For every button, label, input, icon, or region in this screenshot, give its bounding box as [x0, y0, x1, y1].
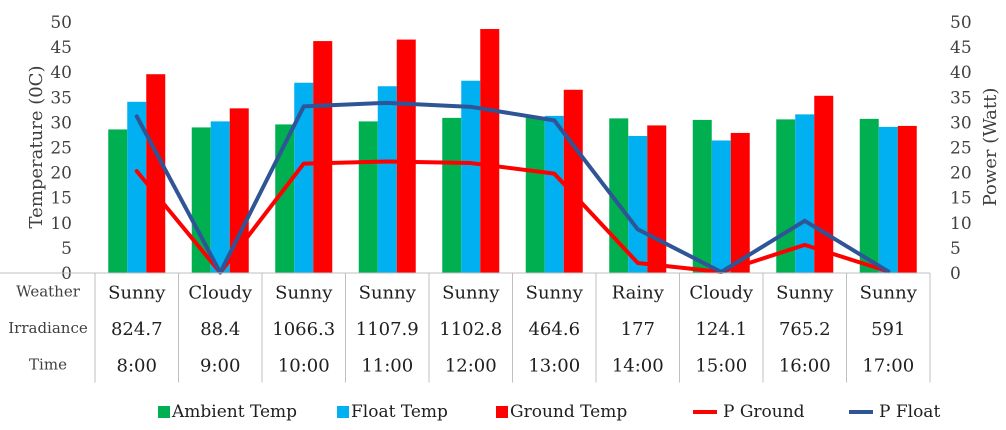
y-left-tick-label: 25: [50, 139, 72, 159]
bar-ground-temp: [313, 41, 333, 273]
legend-label: P Ground: [723, 402, 805, 422]
y-right-tick-label: 5: [950, 239, 961, 259]
bar-ground-temp: [897, 125, 917, 273]
bar-ambient-temp: [275, 124, 295, 274]
table-cell: 17:00: [862, 355, 914, 376]
y-left-tick-label: 5: [61, 239, 72, 259]
table-cell: Sunny: [359, 282, 417, 303]
bar-ambient-temp: [442, 117, 462, 273]
y-left-tick-label: 10: [50, 214, 72, 234]
bar-ground-temp: [396, 39, 416, 273]
y-right-tick-label: 45: [950, 38, 972, 58]
bar-float-temp: [127, 101, 147, 274]
line-p-ground: [134, 159, 891, 275]
table-row-label: Weather: [16, 282, 81, 300]
legend-swatch: [337, 406, 349, 418]
bar-ground-temp: [814, 95, 834, 273]
y-right-tick-label: 0: [950, 264, 961, 284]
y-left-tick-label: 20: [50, 164, 72, 184]
y-left-tick-label: 15: [50, 189, 72, 209]
y-right-axis-title: Power (Watt): [980, 88, 1001, 207]
bar-ground-temp: [146, 74, 166, 273]
bar-ground-temp: [647, 125, 667, 273]
table-cell: Cloudy: [188, 282, 252, 303]
table-row-label: Time: [29, 355, 67, 373]
table-cell: Sunny: [275, 282, 333, 303]
table-cell: 1066.3: [272, 319, 335, 340]
table-cell: 765.2: [779, 319, 831, 340]
y-right-tick-label: 25: [950, 139, 972, 159]
table-cell: Sunny: [442, 282, 500, 303]
bar-ambient-temp: [108, 129, 128, 273]
y-right-tick-label: 50: [950, 13, 972, 33]
table-cell: 591: [871, 319, 905, 340]
bar-ground-temp: [730, 132, 750, 273]
table-cell: 177: [621, 319, 655, 340]
table-cell: Rainy: [612, 282, 665, 303]
bar-float-temp: [544, 115, 564, 274]
y-right-tick-label: 15: [950, 189, 972, 209]
bar-float-temp: [795, 114, 815, 273]
bar-ambient-temp: [358, 121, 378, 274]
table-cell: 8:00: [117, 355, 157, 376]
bar-ambient-temp: [859, 118, 879, 273]
bar-ambient-temp: [609, 118, 629, 273]
table-cell: 824.7: [111, 319, 163, 340]
table-cell: 14:00: [612, 355, 664, 376]
y-right-tick-label: 30: [950, 113, 972, 133]
bar-float-temp: [294, 82, 314, 273]
table-cell: Sunny: [776, 282, 834, 303]
table-cell: 10:00: [278, 355, 330, 376]
table-cell: 88.4: [200, 319, 240, 340]
legend-label: Ground Temp: [510, 402, 627, 422]
legend-label: Float Temp: [351, 402, 448, 422]
y-left-axis-title: Temperature (0C): [26, 66, 47, 229]
bar-float-temp: [210, 121, 230, 274]
y-left-tick-label: 35: [50, 88, 72, 108]
y-left-tick-label: 50: [50, 13, 72, 33]
table-cell: 9:00: [200, 355, 240, 376]
table-cell: 11:00: [361, 355, 413, 376]
table-cell: Sunny: [526, 282, 584, 303]
bar-float-temp: [711, 140, 731, 273]
legend-label: P Float: [879, 402, 940, 422]
table-cell: 464.6: [528, 319, 580, 340]
table-cell: 1102.8: [439, 319, 502, 340]
bar-ambient-temp: [191, 127, 211, 273]
bar-ambient-temp: [692, 119, 712, 273]
y-right-tick-label: 20: [950, 164, 972, 184]
bar-float-temp: [628, 135, 648, 273]
bar-float-temp: [461, 80, 481, 273]
y-left-tick-label: 0: [61, 264, 72, 284]
legend-swatch: [158, 406, 170, 418]
legend-label: Ambient Temp: [171, 402, 297, 422]
y-right-tick-label: 35: [950, 88, 972, 108]
table-cell: 13:00: [528, 355, 580, 376]
y-left-tick-label: 30: [50, 113, 72, 133]
table-cell: 16:00: [779, 355, 831, 376]
legend-swatch: [496, 406, 508, 418]
y-right-tick-label: 40: [950, 63, 972, 83]
bar-ambient-temp: [525, 117, 545, 273]
bar-float-temp: [878, 126, 898, 273]
y-left-tick-label: 45: [50, 38, 72, 58]
bar-ground-temp: [563, 89, 583, 274]
table-row-label: Irradiance: [8, 319, 88, 337]
y-left-tick-label: 40: [50, 63, 72, 83]
table-cell: Cloudy: [689, 282, 753, 303]
table-cell: Sunny: [860, 282, 918, 303]
table-cell: 124.1: [695, 319, 747, 340]
bar-float-temp: [377, 86, 397, 273]
line-p-float: [134, 100, 891, 275]
y-right-tick-label: 10: [950, 214, 972, 234]
table-cell: 12:00: [445, 355, 497, 376]
bar-ground-temp: [229, 108, 249, 274]
table-cell: 1107.9: [356, 319, 419, 340]
table-cell: 15:00: [695, 355, 747, 376]
bar-ground-temp: [480, 29, 500, 273]
table-cell: Sunny: [108, 282, 166, 303]
